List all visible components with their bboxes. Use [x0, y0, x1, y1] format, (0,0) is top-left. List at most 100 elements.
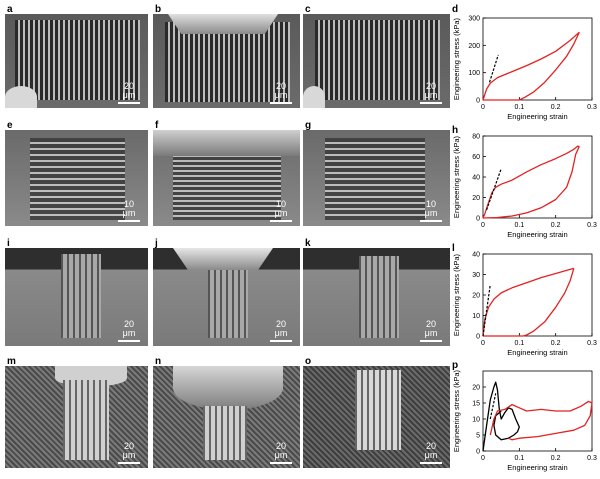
- sem-image: [153, 248, 300, 346]
- y-tick-label: 10: [472, 313, 480, 320]
- chart-h: 0 0.1 0.2 0.3 0 20 40 60 80 Engineering strain Eng…: [452, 134, 597, 240]
- panel-label: d: [452, 4, 459, 15]
- y-axis-label: Engineering stress (kPa): [452, 135, 461, 218]
- panel-label: j: [155, 238, 158, 249]
- panel-label: p: [452, 360, 459, 371]
- panel-m: m 20 μm: [5, 356, 148, 468]
- y-tick-label: 40: [472, 252, 480, 259]
- stiffness-fit-line: [486, 168, 502, 211]
- panel-label: a: [7, 4, 13, 15]
- scale-bar: 20 μm: [118, 320, 140, 342]
- stiffness-fit-line: [489, 393, 497, 420]
- sem-image: [303, 248, 450, 346]
- y-tick-label: 20: [472, 293, 480, 300]
- sem-image: [153, 366, 300, 468]
- y-tick-label: 300: [468, 16, 480, 23]
- scale-bar: 10 μm: [420, 200, 442, 222]
- x-tick-label: 0: [481, 455, 485, 462]
- y-tick-label: 200: [468, 43, 480, 50]
- x-tick-label: 0.3: [587, 340, 597, 347]
- scale-bar: 20 μm: [420, 320, 442, 342]
- y-tick-label: 60: [472, 154, 480, 161]
- y-tick-label: 0: [476, 334, 480, 341]
- x-tick-label: 0.2: [551, 340, 561, 347]
- x-tick-label: 0.2: [551, 104, 561, 111]
- panel-label: c: [305, 4, 311, 15]
- stiffness-fit-line: [482, 284, 491, 337]
- panel-label: i: [7, 238, 10, 249]
- y-tick-label: 0: [476, 216, 480, 223]
- plot-frame: [482, 370, 593, 452]
- x-axis-label: Engineering strain: [507, 348, 567, 357]
- scale-bar: 20 μm: [270, 442, 292, 464]
- sem-image: [303, 130, 450, 226]
- sem-image: [5, 366, 148, 468]
- scale-bar: 10 μm: [118, 200, 140, 222]
- y-axis-label: Engineering stress (kPa): [452, 17, 461, 100]
- y-tick-label: 20: [472, 195, 480, 202]
- unloading-curve: [522, 268, 575, 337]
- y-tick-label: 0: [476, 449, 480, 456]
- x-tick-label: 0.1: [514, 222, 524, 229]
- panel-a: a 20 μm: [5, 4, 148, 108]
- panel-j: j 20 μm: [153, 238, 300, 346]
- sem-image: [153, 130, 300, 226]
- chart-d: 0 0.1 0.2 0.3 0 100 200 300 Engineering strain En…: [452, 16, 597, 122]
- panel-label: m: [7, 356, 16, 367]
- panel-label: g: [305, 120, 312, 131]
- panel-label: e: [7, 120, 13, 131]
- y-tick-label: 15: [472, 401, 480, 408]
- panel-e: e 10 μm: [5, 120, 148, 226]
- x-axis-label: Engineering strain: [507, 112, 567, 121]
- y-axis-label: Engineering stress (kPa): [452, 369, 461, 452]
- scale-bar: 20 μm: [270, 82, 292, 104]
- panel-o: o 20 μm: [303, 356, 450, 468]
- scale-bar: 20 μm: [270, 320, 292, 342]
- y-tick-label: 20: [472, 385, 480, 392]
- panel-f: f 10 μm: [153, 120, 300, 226]
- scale-bar: 20 μm: [420, 442, 442, 464]
- loading-curve: [482, 267, 574, 337]
- panel-label: h: [452, 125, 459, 136]
- panel-label: b: [155, 4, 162, 15]
- panel-g: g 10 μm: [303, 120, 450, 226]
- panel-k: k 20 μm: [303, 238, 450, 346]
- series-1-curve: [489, 400, 593, 441]
- panel-label: n: [155, 356, 162, 367]
- series-0-curve: [482, 381, 520, 452]
- panel-label: k: [305, 238, 311, 249]
- x-axis-label: Engineering strain: [507, 463, 567, 472]
- scale-bar: 10 μm: [270, 200, 292, 222]
- scale-bar: 20 μm: [118, 82, 140, 104]
- y-tick-label: 100: [468, 70, 480, 77]
- chart-p: 0 0.1 0.2 0.3 0 5 10 15 20 Engineering strain Engi…: [452, 369, 597, 472]
- x-tick-label: 0.2: [551, 455, 561, 462]
- panel-b: b 20 μm: [153, 4, 300, 108]
- panel-label: l: [452, 243, 455, 254]
- unloading-curve: [519, 31, 580, 101]
- y-tick-label: 0: [476, 98, 480, 105]
- y-tick-label: 80: [472, 134, 480, 141]
- panel-i: i 20 μm: [5, 238, 148, 346]
- loading-curve: [482, 145, 580, 219]
- sem-image: [5, 14, 148, 108]
- y-axis-label: Engineering stress (kPa): [452, 253, 461, 336]
- x-tick-label: 0.2: [551, 222, 561, 229]
- panel-c: c 20 μm: [303, 4, 450, 108]
- sem-image: [303, 366, 450, 468]
- x-tick-label: 0.3: [587, 222, 597, 229]
- x-tick-label: 0: [481, 104, 485, 111]
- sem-image: [303, 14, 450, 108]
- sem-image: [5, 130, 148, 226]
- scale-bar: 20 μm: [118, 442, 140, 464]
- sem-image: [153, 14, 300, 108]
- chart-l: 0 0.1 0.2 0.3 0 10 20 30 40 Engineering strain Eng…: [452, 252, 597, 358]
- panel-label: f: [155, 120, 159, 131]
- panel-label: o: [305, 356, 312, 367]
- stiffness-fit-line: [488, 54, 499, 83]
- plot-frame: [482, 17, 593, 101]
- x-tick-label: 0.1: [514, 340, 524, 347]
- y-tick-label: 40: [472, 175, 480, 182]
- x-tick-label: 0.3: [587, 455, 597, 462]
- scale-bar: 20 μm: [420, 82, 442, 104]
